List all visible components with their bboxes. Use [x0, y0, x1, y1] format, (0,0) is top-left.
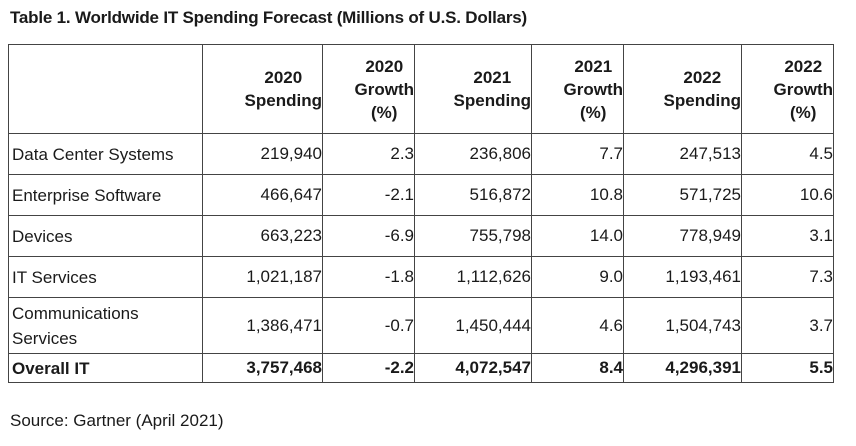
- row-label: Data Center Systems: [8, 133, 203, 175]
- total-2022-growth: 5.5: [741, 353, 834, 383]
- total-2021-growth: 8.4: [531, 353, 624, 383]
- cell-2021-spending: 755,798: [414, 215, 532, 257]
- cell-2020-spending: 1,386,471: [202, 297, 323, 354]
- cell-2022-growth: 7.3: [741, 256, 834, 298]
- header-2022-spending: 2022 Spending: [623, 44, 742, 134]
- total-2020-growth: -2.2: [322, 353, 415, 383]
- cell-2021-growth: 9.0: [531, 256, 624, 298]
- table-row: IT Services 1,021,187 -1.8 1,112,626 9.0…: [8, 256, 834, 298]
- source-note: Source: Gartner (April 2021): [10, 411, 224, 430]
- header-2020-spending: 2020 Spending: [202, 44, 323, 134]
- row-label: Devices: [8, 215, 203, 257]
- cell-2022-spending: 778,949: [623, 215, 742, 257]
- it-spending-table: 2020 Spending 2020 Growth (%) 2021 Spending …: [8, 44, 834, 383]
- cell-2022-spending: 1,193,461: [623, 256, 742, 298]
- header-2020-growth: 2020 Growth (%): [322, 44, 415, 134]
- total-label: Overall IT: [8, 353, 203, 383]
- cell-2020-growth: -6.9: [322, 215, 415, 257]
- cell-2022-spending: 1,504,743: [623, 297, 742, 354]
- cell-2021-spending: 236,806: [414, 133, 532, 175]
- cell-2021-spending: 1,112,626: [414, 256, 532, 298]
- total-2021-spending: 4,072,547: [414, 353, 532, 383]
- header-2021-growth: 2021 Growth (%): [531, 44, 624, 134]
- table-title: Table 1. Worldwide IT Spending Forecast …: [10, 8, 528, 27]
- cell-2021-growth: 7.7: [531, 133, 624, 175]
- total-row: Overall IT 3,757,468 -2.2 4,072,547 8.4 …: [8, 353, 834, 383]
- cell-2021-growth: 10.8: [531, 174, 624, 216]
- cell-2022-growth: 3.1: [741, 215, 834, 257]
- row-label: IT Services: [8, 256, 203, 298]
- header-2022-growth: 2022 Growth (%): [741, 44, 834, 134]
- row-label: Enterprise Software: [8, 174, 203, 216]
- cell-2020-spending: 663,223: [202, 215, 323, 257]
- table-row: Communications Services 1,386,471 -0.7 1…: [8, 297, 834, 354]
- cell-2021-growth: 4.6: [531, 297, 624, 354]
- cell-2020-spending: 219,940: [202, 133, 323, 175]
- cell-2020-growth: -1.8: [322, 256, 415, 298]
- cell-2022-growth: 3.7: [741, 297, 834, 354]
- row-label: Communications Services: [8, 297, 203, 354]
- cell-2020-spending: 1,021,187: [202, 256, 323, 298]
- cell-2022-spending: 571,725: [623, 174, 742, 216]
- cell-2021-growth: 14.0: [531, 215, 624, 257]
- header-2021-spending: 2021 Spending: [414, 44, 532, 134]
- header-row: 2020 Spending 2020 Growth (%) 2021 Spending …: [8, 44, 834, 134]
- header-corner: [8, 44, 203, 134]
- cell-2021-spending: 516,872: [414, 174, 532, 216]
- cell-2022-growth: 4.5: [741, 133, 834, 175]
- table-row: Data Center Systems 219,940 2.3 236,806 …: [8, 133, 834, 175]
- total-2022-spending: 4,296,391: [623, 353, 742, 383]
- cell-2020-growth: -2.1: [322, 174, 415, 216]
- table-row: Enterprise Software 466,647 -2.1 516,872…: [8, 174, 834, 216]
- cell-2021-spending: 1,450,444: [414, 297, 532, 354]
- total-2020-spending: 3,757,468: [202, 353, 323, 383]
- cell-2020-growth: 2.3: [322, 133, 415, 175]
- cell-2020-growth: -0.7: [322, 297, 415, 354]
- cell-2022-spending: 247,513: [623, 133, 742, 175]
- cell-2020-spending: 466,647: [202, 174, 323, 216]
- cell-2022-growth: 10.6: [741, 174, 834, 216]
- table-row: Devices 663,223 -6.9 755,798 14.0 778,94…: [8, 215, 834, 257]
